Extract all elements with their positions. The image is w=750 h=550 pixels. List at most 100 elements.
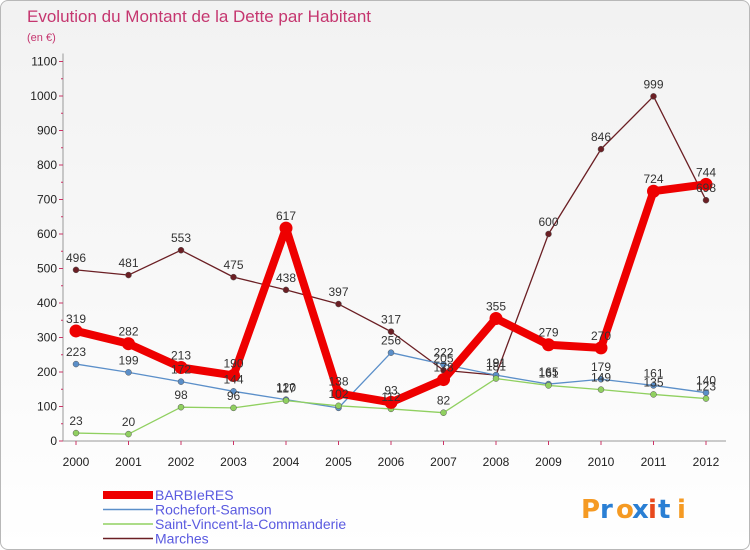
- data-label-saint-vincent-la-commanderie: 102: [328, 387, 348, 401]
- data-label-saint-vincent-la-commanderie: 123: [696, 380, 716, 394]
- point-saint-vincent-la-commanderie: [440, 409, 447, 416]
- point-barbieres: [489, 312, 503, 326]
- point-saint-vincent-la-commanderie: [72, 429, 80, 437]
- point-saint-vincent-la-commanderie: [335, 402, 342, 410]
- point-barbieres: [332, 386, 345, 400]
- data-label-barbieres: 213: [171, 349, 191, 363]
- point-barbieres: [122, 337, 135, 351]
- data-label-barbieres: 319: [66, 312, 86, 326]
- logo-letter: o: [616, 495, 634, 525]
- point-rochefort-samson: [125, 369, 132, 376]
- point-barbieres: [699, 177, 713, 191]
- logo-letter: i: [648, 495, 657, 525]
- x-tick-label: 2011: [641, 455, 667, 469]
- point-saint-vincent-la-commanderie: [650, 391, 657, 398]
- point-barbieres: [437, 373, 450, 387]
- data-label-marches: 698: [696, 181, 716, 195]
- data-label-marches: 496: [66, 251, 86, 265]
- data-label-saint-vincent-la-commanderie: 23: [69, 414, 83, 428]
- data-label-barbieres: 138: [328, 374, 348, 388]
- point-saint-vincent-la-commanderie: [177, 403, 185, 411]
- point-rochefort-samson: [650, 382, 657, 389]
- data-label-marches: 600: [538, 215, 558, 229]
- y-tick-label: 400: [37, 296, 57, 310]
- point-barbieres: [647, 184, 660, 198]
- data-label-saint-vincent-la-commanderie: 149: [591, 371, 611, 385]
- data-label-barbieres: 270: [591, 329, 611, 343]
- data-label-marches: 438: [276, 271, 296, 285]
- point-rochefort-samson: [72, 360, 80, 368]
- data-label-saint-vincent-la-commanderie: 20: [122, 415, 136, 429]
- point-marches: [597, 145, 605, 153]
- data-label-rochefort-samson: 140: [696, 374, 716, 388]
- data-label-barbieres: 282: [118, 325, 138, 339]
- point-marches: [125, 271, 132, 279]
- x-tick-label: 2010: [588, 455, 615, 469]
- logo-letter: r: [600, 495, 613, 525]
- point-saint-vincent-la-commanderie: [702, 395, 710, 402]
- x-tick-label: 2009: [535, 455, 562, 469]
- data-label-rochefort-samson: 179: [591, 360, 611, 374]
- point-marches: [282, 286, 290, 294]
- data-label-rochefort-samson: 256: [381, 334, 401, 348]
- x-tick-label: 2004: [273, 455, 300, 469]
- point-barbieres: [227, 368, 240, 382]
- data-label-barbieres: 93: [384, 383, 398, 397]
- legend-label: BARBIeRES: [155, 487, 234, 503]
- y-tick-label: 1000: [30, 89, 57, 103]
- point-saint-vincent-la-commanderie: [597, 386, 605, 393]
- point-saint-vincent-la-commanderie: [545, 382, 552, 389]
- point-rochefort-samson: [230, 388, 237, 395]
- data-label-rochefort-samson: 172: [171, 363, 191, 377]
- y-tick-label: 600: [37, 227, 57, 241]
- x-tick-label: 2001: [115, 455, 142, 469]
- point-marches: [650, 93, 657, 100]
- point-rochefort-samson: [387, 349, 395, 356]
- data-label-saint-vincent-la-commanderie: 161: [538, 366, 558, 380]
- point-saint-vincent-la-commanderie: [492, 375, 500, 382]
- point-saint-vincent-la-commanderie: [230, 404, 237, 412]
- data-label-rochefort-samson: 222: [433, 345, 453, 359]
- data-label-saint-vincent-la-commanderie: 135: [643, 375, 663, 389]
- point-marches: [72, 266, 80, 274]
- data-label-saint-vincent-la-commanderie: 117: [276, 382, 295, 396]
- data-label-barbieres: 744: [696, 165, 716, 179]
- x-tick-label: 2005: [325, 455, 352, 469]
- x-tick-label: 2003: [220, 455, 247, 469]
- point-marches: [230, 273, 237, 281]
- logo-letter: t: [658, 495, 670, 525]
- point-barbieres: [542, 338, 555, 352]
- axes: 0 100 200 300 400 500 600 700 800 900 1000 1100 2000…: [30, 53, 726, 469]
- point-saint-vincent-la-commanderie: [282, 397, 290, 404]
- chart-subtitle: (en €): [27, 32, 56, 44]
- data-label-saint-vincent-la-commanderie: 112: [381, 390, 400, 404]
- data-label-marches: 999: [643, 77, 663, 91]
- legend: BARBIeRESRochefort-SamsonSaint-Vincent-l…: [103, 487, 346, 547]
- point-marches: [387, 328, 395, 335]
- point-barbieres: [594, 341, 608, 355]
- point-marches: [177, 246, 185, 254]
- point-saint-vincent-la-commanderie: [125, 430, 132, 438]
- y-tick-label: 300: [37, 331, 57, 345]
- data-label-marches: 191: [486, 356, 506, 370]
- data-label-rochefort-samson: 223: [66, 345, 86, 359]
- x-tick-label: 2008: [483, 455, 510, 469]
- data-label-rochefort-samson: 191: [486, 356, 506, 370]
- data-label-saint-vincent-la-commanderie: 98: [174, 388, 188, 402]
- data-label-marches: 205: [433, 351, 453, 365]
- data-labels: 496 481 553 475 438 397 317 205 191 600 846 999 698 2…: [66, 77, 716, 429]
- data-label-rochefort-samson: 165: [538, 365, 558, 379]
- logo-letter: x: [632, 495, 649, 525]
- data-label-rochefort-samson: 161: [643, 366, 663, 380]
- data-label-rochefort-samson: 144: [223, 372, 243, 386]
- x-tick-label: 2000: [63, 455, 90, 469]
- y-tick-label: 200: [37, 365, 57, 379]
- data-label-marches: 553: [171, 231, 191, 245]
- point-marches: [335, 300, 342, 308]
- point-marches: [702, 196, 710, 204]
- point-barbieres: [69, 324, 83, 338]
- y-tick-label: 1100: [31, 55, 57, 69]
